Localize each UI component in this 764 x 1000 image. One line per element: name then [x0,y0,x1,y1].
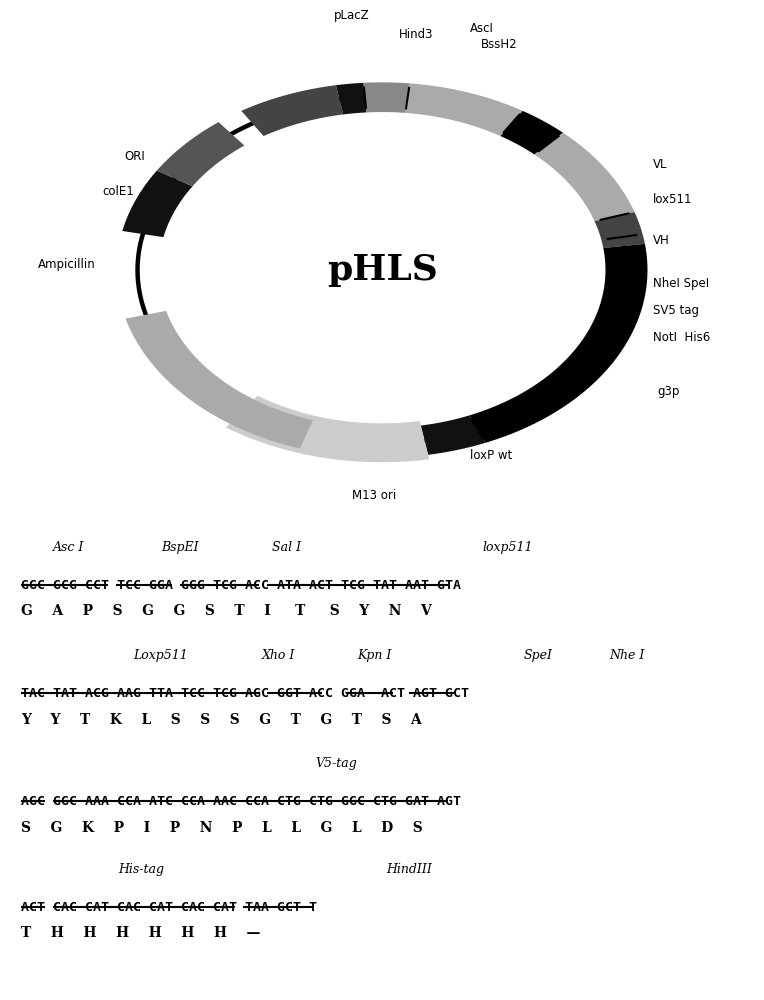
Text: T    H    H    H    H    H    H    —: T H H H H H H — [21,926,261,940]
Text: GGC GCG CCT TCC GGA GGG TCG ACC ATA ACT TCG TAT AAT GTA: GGC GCG CCT TCC GGA GGG TCG ACC ATA ACT … [21,579,461,592]
Polygon shape [421,415,486,455]
Polygon shape [500,111,563,154]
Polygon shape [469,244,647,443]
Polygon shape [406,83,523,136]
Text: Ampicillin: Ampicillin [37,258,96,271]
Text: g3p: g3p [657,385,679,398]
Polygon shape [125,311,313,448]
Text: Hind3: Hind3 [399,27,434,40]
Polygon shape [157,122,244,186]
Text: AGC GGC AAA CCA ATC CCA AAC CCA CTG CTG GGC CTG GAT AGT: AGC GGC AAA CCA ATC CCA AAC CCA CTG CTG … [21,795,461,808]
Text: M13 ori: M13 ori [352,489,397,502]
Text: Y    Y    T    K    L    S    S    S    G    T    G    T    S    A: Y Y T K L S S S G T G T S A [21,712,422,726]
Text: loxp511: loxp511 [483,541,533,554]
Text: pHLS: pHLS [327,253,437,287]
Polygon shape [534,133,634,221]
Text: HindIII: HindIII [386,863,432,876]
Text: Xho I: Xho I [262,649,296,662]
Text: Kpn I: Kpn I [358,649,391,662]
Polygon shape [594,212,645,248]
Text: ORI: ORI [125,150,145,163]
Text: colE1: colE1 [102,185,134,198]
Text: Loxp511: Loxp511 [133,649,188,662]
Text: BspEI: BspEI [160,541,199,554]
Text: SpeI: SpeI [524,649,553,662]
Text: His-tag: His-tag [118,863,164,876]
Text: pLacZ: pLacZ [334,9,369,22]
Text: NotI  His6: NotI His6 [653,331,711,344]
Text: V5-tag: V5-tag [316,757,357,770]
Text: Asc I: Asc I [53,541,85,554]
Text: Sal I: Sal I [272,541,301,554]
Text: loxP wt: loxP wt [470,449,513,462]
Polygon shape [364,82,410,113]
Text: VL: VL [653,158,668,171]
Polygon shape [122,171,193,237]
Text: TAC TAT ACG AAG TTA TCC TCG AGC GGT ACC GGA  ACT AGT GCT: TAC TAT ACG AAG TTA TCC TCG AGC GGT ACC … [21,687,469,700]
Text: SV5 tag: SV5 tag [653,304,699,317]
Polygon shape [241,85,343,136]
Text: AscI: AscI [470,22,494,35]
Polygon shape [226,396,429,462]
Text: S    G    K    P    I    P    N    P    L    L    G    L    D    S: S G K P I P N P L L G L D S [21,821,423,835]
Text: G    A    P    S    G    G    S    T    I     T     S    Y    N    V: G A P S G G S T I T S Y N V [21,604,432,618]
Text: VH: VH [653,234,670,247]
Text: ACT CAC CAT CAC CAT CAC CAT TAA GCT T: ACT CAC CAT CAC CAT CAC CAT TAA GCT T [21,901,317,914]
Polygon shape [336,83,367,114]
Text: BssH2: BssH2 [481,38,518,51]
Text: NheI SpeI: NheI SpeI [653,277,709,290]
Text: Nhe I: Nhe I [609,649,644,662]
Text: lox511: lox511 [653,193,693,206]
